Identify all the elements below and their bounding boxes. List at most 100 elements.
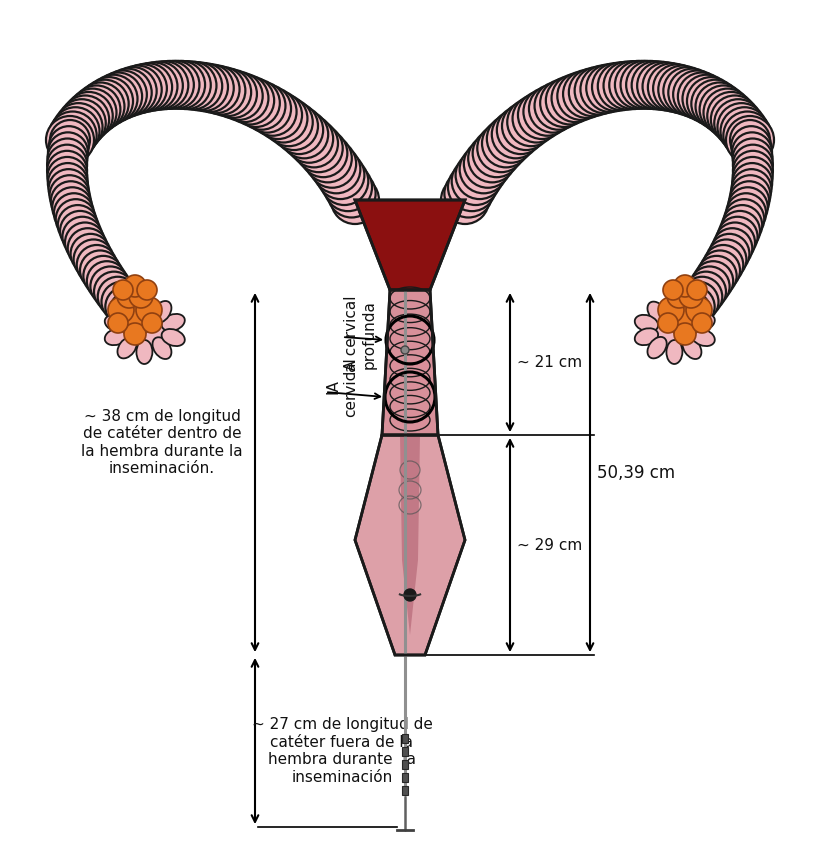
Circle shape (50, 120, 90, 160)
Circle shape (48, 139, 88, 178)
Circle shape (186, 64, 233, 112)
Polygon shape (400, 435, 419, 635)
Circle shape (76, 82, 124, 131)
Circle shape (94, 72, 142, 121)
Circle shape (658, 305, 698, 346)
Circle shape (563, 70, 610, 118)
Circle shape (719, 211, 759, 251)
Circle shape (722, 205, 762, 245)
Circle shape (118, 303, 152, 337)
Circle shape (699, 86, 747, 133)
Circle shape (52, 187, 93, 227)
Circle shape (48, 169, 88, 209)
Circle shape (455, 151, 503, 199)
Circle shape (129, 62, 177, 110)
Circle shape (695, 82, 743, 131)
Circle shape (146, 61, 193, 109)
Circle shape (203, 68, 251, 116)
Circle shape (441, 176, 488, 224)
Ellipse shape (136, 296, 152, 320)
Bar (401, 773, 408, 782)
Circle shape (209, 70, 256, 118)
Circle shape (47, 150, 87, 190)
Circle shape (670, 292, 710, 332)
Circle shape (580, 65, 627, 113)
Ellipse shape (105, 314, 128, 332)
Circle shape (609, 61, 657, 109)
Circle shape (568, 68, 616, 116)
Circle shape (686, 280, 706, 300)
Circle shape (52, 107, 99, 156)
Ellipse shape (152, 337, 171, 359)
Circle shape (731, 169, 771, 209)
Circle shape (303, 134, 351, 183)
Circle shape (48, 157, 88, 197)
Circle shape (464, 139, 511, 188)
Circle shape (220, 74, 268, 122)
Circle shape (603, 61, 651, 110)
Circle shape (714, 223, 754, 263)
Circle shape (686, 77, 734, 125)
Bar (401, 786, 408, 795)
Circle shape (691, 313, 711, 333)
Ellipse shape (152, 301, 171, 323)
Circle shape (654, 310, 695, 350)
Circle shape (722, 111, 771, 160)
Circle shape (663, 67, 710, 115)
Circle shape (690, 80, 739, 128)
Circle shape (726, 187, 767, 227)
Circle shape (124, 63, 172, 111)
Circle shape (68, 228, 107, 269)
Circle shape (137, 280, 156, 300)
Circle shape (677, 72, 725, 121)
Circle shape (662, 301, 702, 341)
Circle shape (468, 134, 516, 183)
Circle shape (57, 205, 97, 245)
Circle shape (586, 64, 633, 112)
Circle shape (501, 102, 550, 150)
Circle shape (731, 139, 771, 178)
Circle shape (72, 86, 120, 133)
Ellipse shape (117, 337, 137, 359)
Circle shape (85, 77, 133, 125)
Circle shape (121, 305, 161, 346)
Circle shape (731, 163, 771, 203)
Circle shape (285, 115, 333, 162)
Circle shape (451, 157, 499, 205)
Circle shape (290, 119, 337, 167)
Circle shape (551, 74, 599, 122)
Circle shape (636, 62, 685, 110)
Ellipse shape (117, 302, 137, 323)
Circle shape (477, 124, 525, 173)
Circle shape (56, 199, 96, 239)
Circle shape (482, 119, 529, 167)
Circle shape (54, 103, 102, 151)
Circle shape (129, 284, 153, 308)
Circle shape (47, 144, 87, 184)
Circle shape (80, 251, 120, 291)
Circle shape (242, 85, 291, 133)
Circle shape (117, 301, 157, 341)
Circle shape (89, 75, 138, 122)
Circle shape (259, 94, 307, 143)
Ellipse shape (647, 337, 666, 359)
Circle shape (597, 62, 645, 110)
Circle shape (74, 240, 114, 280)
Circle shape (729, 120, 769, 160)
Circle shape (108, 297, 133, 323)
Text: ~ 38 cm de longitud
de catéter dentro de
la hembra durante la
inseminación.: ~ 38 cm de longitud de catéter dentro de… (81, 409, 242, 476)
Circle shape (48, 111, 97, 160)
Circle shape (620, 60, 667, 109)
Polygon shape (382, 290, 437, 435)
Circle shape (142, 313, 162, 333)
Circle shape (591, 63, 640, 111)
Circle shape (730, 175, 770, 215)
Circle shape (275, 106, 323, 154)
Circle shape (667, 69, 716, 116)
Circle shape (703, 88, 750, 137)
Circle shape (400, 346, 409, 354)
Circle shape (626, 61, 673, 109)
Circle shape (113, 280, 133, 300)
Circle shape (657, 297, 683, 323)
Circle shape (725, 116, 773, 164)
